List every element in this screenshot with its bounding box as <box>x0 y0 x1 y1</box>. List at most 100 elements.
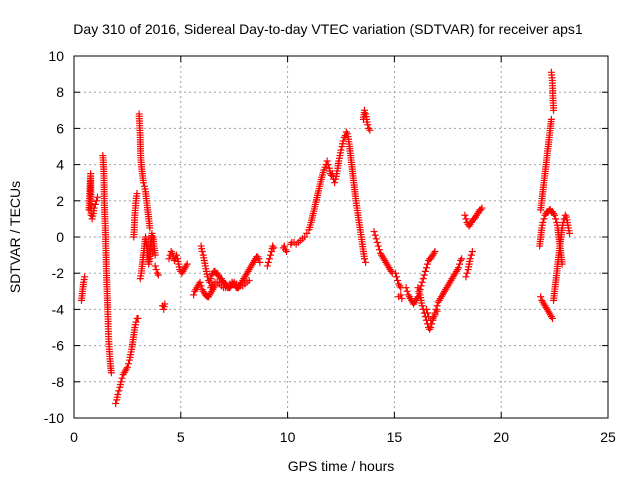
data-point <box>91 200 99 208</box>
data-point <box>207 275 215 283</box>
data-point <box>566 229 574 237</box>
data-point <box>114 390 122 398</box>
data-point <box>92 197 100 205</box>
data-point <box>398 295 406 303</box>
data-point <box>414 284 422 292</box>
data-point <box>168 249 176 257</box>
data-point <box>270 244 278 252</box>
data-point <box>123 363 131 371</box>
data-point <box>418 302 426 310</box>
data-point <box>428 320 436 328</box>
chart-title: Day 310 of 2016, Sidereal Day-to-day VTE… <box>73 21 583 37</box>
y-tick-label: -8 <box>52 374 65 390</box>
data-point <box>112 400 120 408</box>
data-point <box>370 228 378 236</box>
data-point <box>415 287 423 295</box>
data-point <box>457 257 465 265</box>
data-point <box>373 238 381 246</box>
data-point <box>324 161 332 169</box>
data-point <box>421 267 429 275</box>
data-point <box>422 305 430 313</box>
data-point <box>360 106 368 114</box>
data-point <box>365 124 373 132</box>
data-point <box>394 276 402 284</box>
data-point <box>458 255 466 263</box>
data-point <box>183 260 191 268</box>
y-tick-label: -4 <box>52 301 65 317</box>
data-point <box>537 293 545 301</box>
data-point <box>468 247 476 255</box>
data-point <box>397 291 405 299</box>
data-point <box>540 215 548 223</box>
data-point <box>467 251 475 259</box>
data-point <box>391 269 399 277</box>
data-point <box>280 242 288 250</box>
data-point <box>429 314 437 322</box>
data-point <box>132 318 140 326</box>
data-point <box>466 255 474 263</box>
data-point <box>462 273 470 281</box>
data-point <box>81 273 89 281</box>
data-point <box>161 300 169 308</box>
data-point <box>427 324 435 331</box>
data-point <box>153 269 161 277</box>
data-point <box>173 251 181 259</box>
y-axis-title: SDTVAR / TECUs <box>7 181 23 293</box>
data-point <box>371 231 379 239</box>
data-point <box>93 193 101 201</box>
data-point <box>139 179 147 187</box>
data-point <box>547 115 555 123</box>
data-point <box>420 271 428 279</box>
data-point <box>433 307 441 315</box>
data-point <box>263 262 271 270</box>
x-tick-label: 0 <box>70 429 78 445</box>
data-point <box>539 219 547 227</box>
data-point <box>197 282 205 290</box>
y-tick-label: 6 <box>56 120 64 136</box>
data-point <box>551 211 559 219</box>
data-point <box>360 255 368 263</box>
data-point <box>364 121 372 129</box>
data-point <box>419 275 427 283</box>
data-point <box>151 251 159 259</box>
data-point <box>422 264 430 272</box>
data-point <box>283 247 291 255</box>
y-tick-label: 10 <box>48 48 64 64</box>
y-tick-label: 0 <box>56 229 64 245</box>
x-tick-label: 25 <box>600 429 616 445</box>
data-point <box>393 273 401 281</box>
data-point <box>372 235 380 243</box>
data-point <box>478 204 486 212</box>
data-point <box>301 233 309 241</box>
data-point <box>198 247 206 255</box>
y-tick-label: 2 <box>56 193 64 209</box>
y-tick-label: -2 <box>52 265 65 281</box>
data-point <box>550 106 558 114</box>
data-point <box>264 258 272 266</box>
data-point <box>339 137 347 145</box>
y-tick-label: 8 <box>56 84 64 100</box>
x-tick-label: 20 <box>493 429 509 445</box>
data-point <box>134 314 142 322</box>
data-point <box>152 266 160 274</box>
data-point <box>118 374 126 382</box>
data-point <box>124 360 132 368</box>
data-point <box>196 278 204 286</box>
data-point <box>374 242 382 250</box>
grid-lines <box>74 56 608 418</box>
data-point <box>265 255 273 263</box>
data-point <box>431 247 439 255</box>
data-point <box>165 255 173 263</box>
data-point <box>107 369 115 377</box>
data-point <box>267 251 275 259</box>
data-point <box>256 258 264 266</box>
plot-frame <box>73 55 609 419</box>
data-point <box>337 146 345 154</box>
data-point <box>362 258 370 266</box>
data-point <box>418 278 426 286</box>
data-point <box>375 246 383 254</box>
data-point <box>245 276 253 284</box>
data-point <box>561 211 569 219</box>
data-point <box>454 264 462 272</box>
data-point <box>133 190 141 198</box>
